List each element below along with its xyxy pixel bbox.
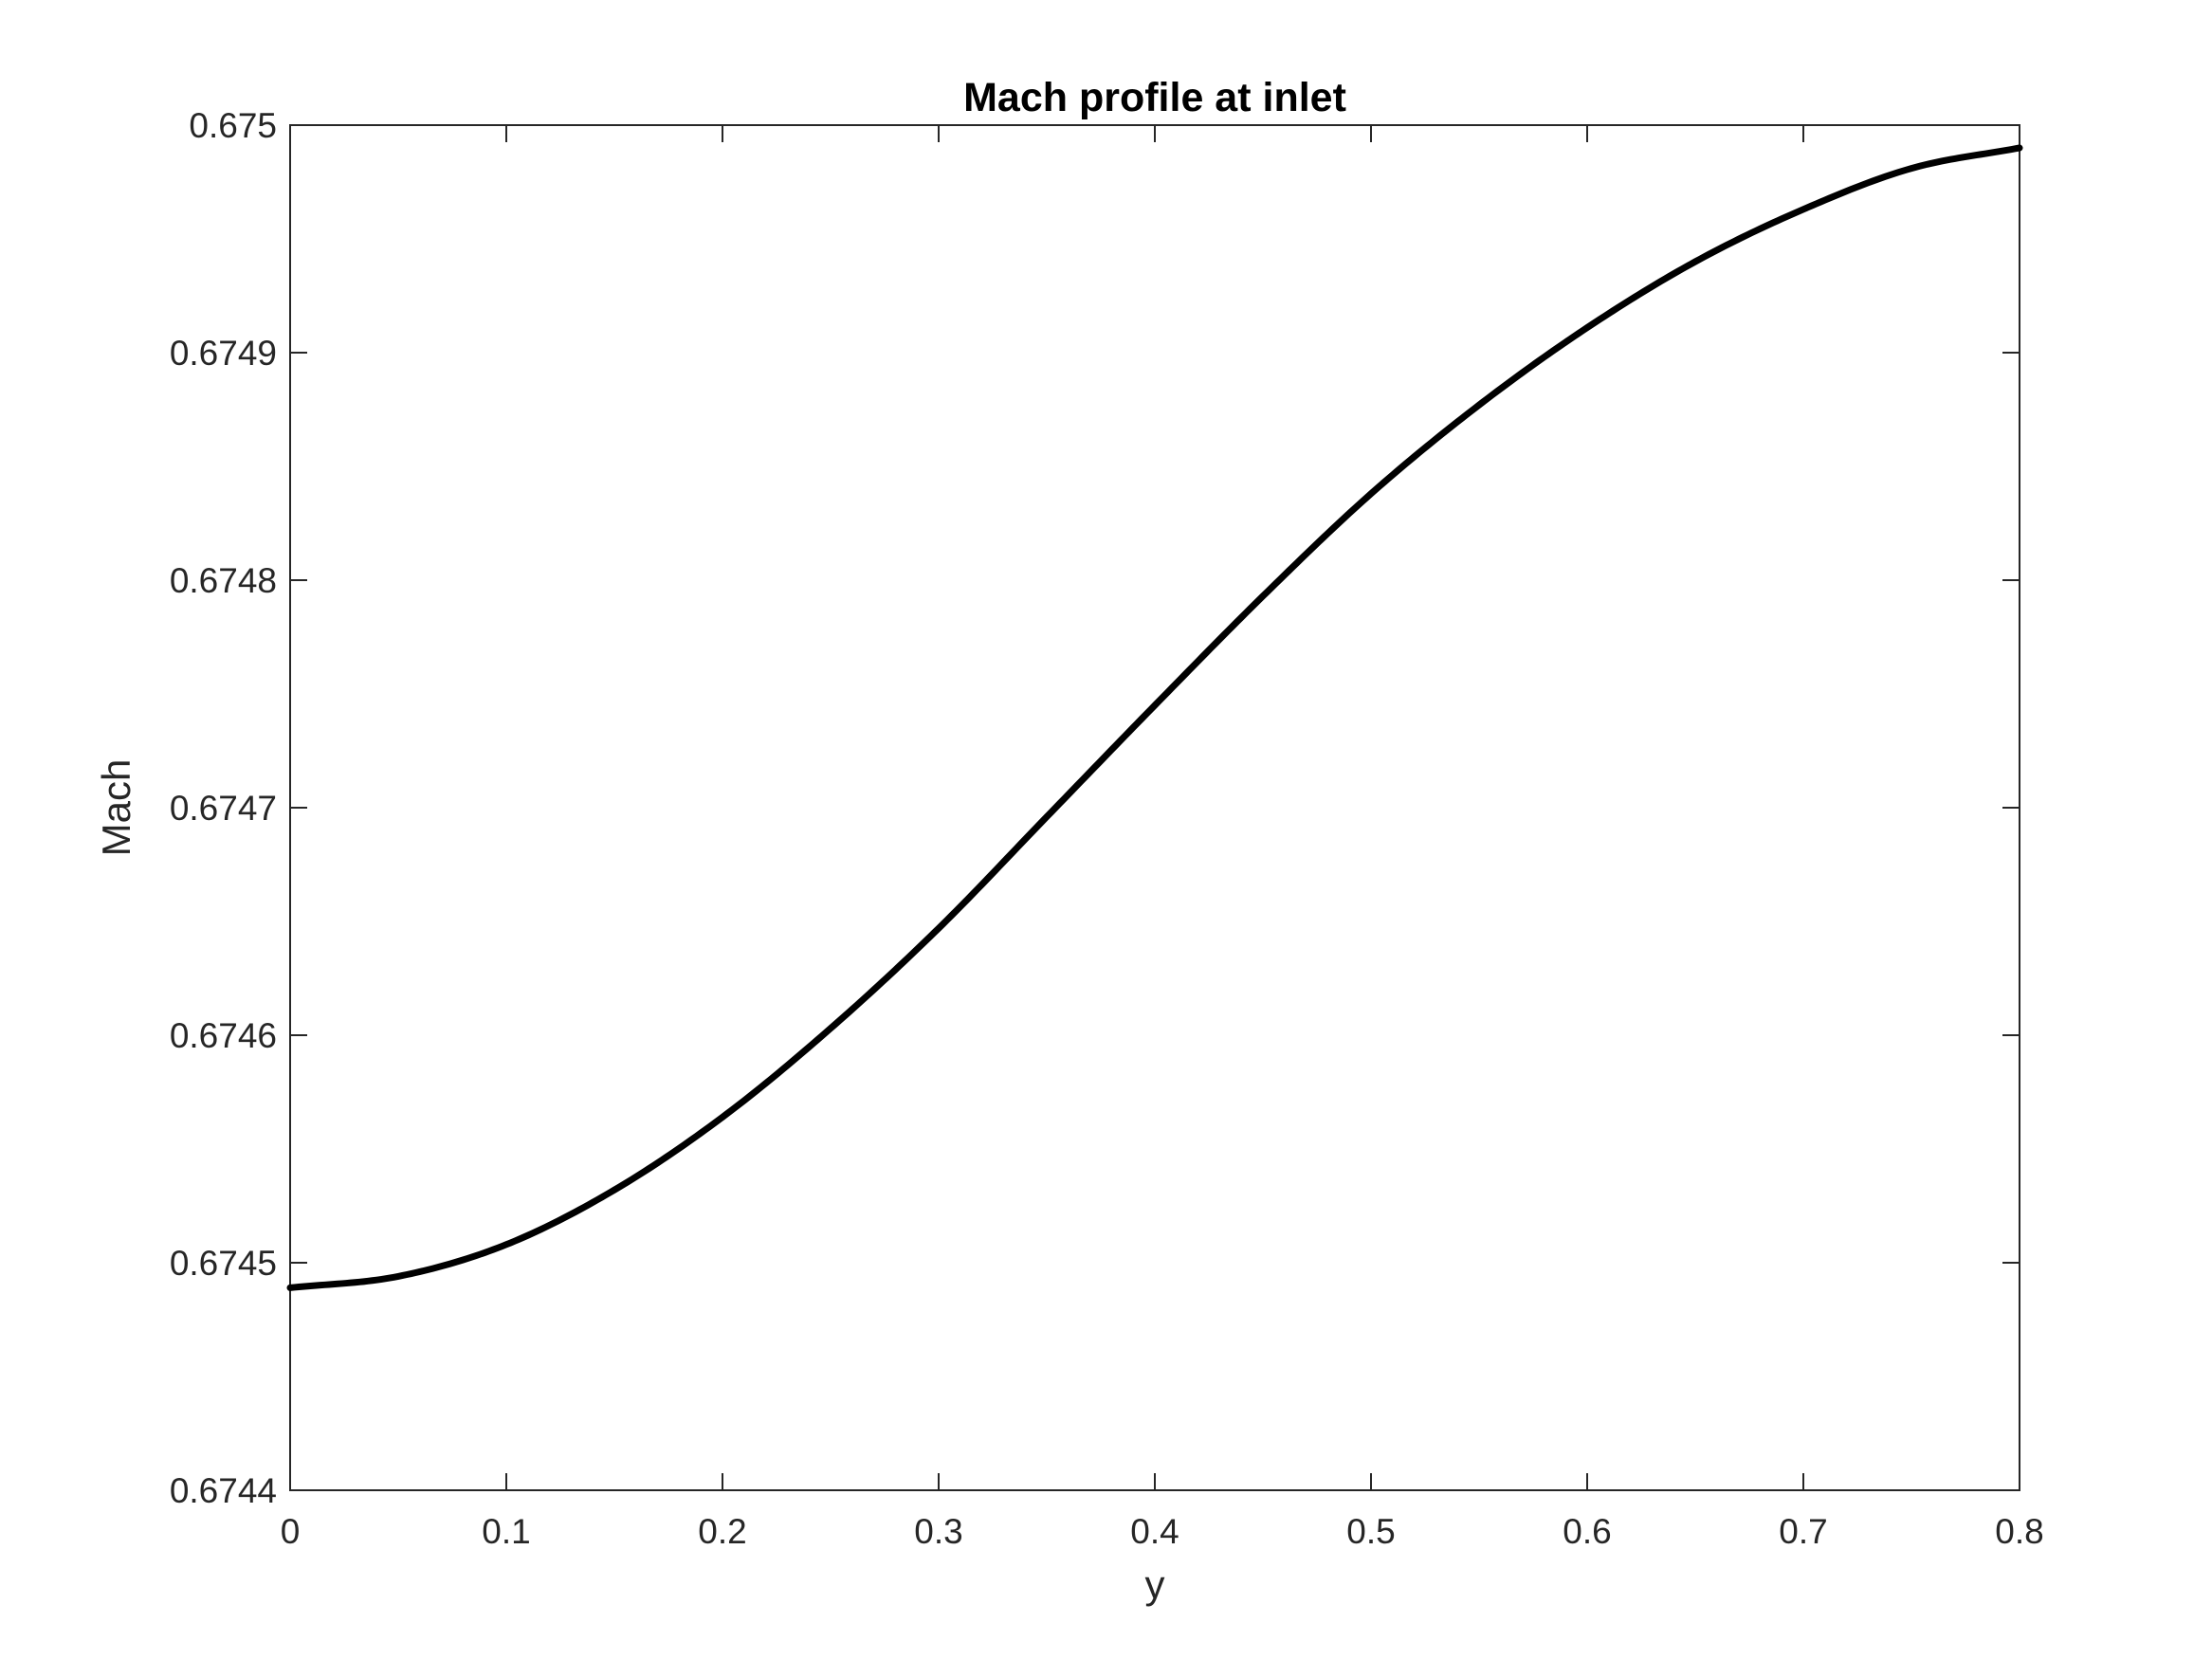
y-tick-label: 0.6749 — [170, 334, 277, 373]
x-tick-label: 0.4 — [1130, 1512, 1179, 1551]
y-axis-ticks: 0.6744 0.6745 0.6746 0.6747 0.6748 0.6749 0.67… — [170, 106, 2020, 1510]
y-tick-label: 0.6745 — [170, 1244, 277, 1283]
x-axis-ticks: 0 0.1 0.2 0.3 0.4 0.5 0.6 0.7 0.8 — [281, 125, 2044, 1551]
y-tick-label: 0.6746 — [170, 1016, 277, 1055]
y-tick-label: 0.6744 — [170, 1471, 277, 1510]
y-tick-label: 0.675 — [189, 106, 277, 145]
x-tick-label: 0.5 — [1346, 1512, 1395, 1551]
x-tick-label: 0.3 — [914, 1512, 962, 1551]
x-axis-title: y — [1145, 1562, 1165, 1607]
plot-area — [289, 124, 2020, 1491]
x-tick-label: 0.2 — [698, 1512, 746, 1551]
y-axis-title: Mach — [94, 759, 138, 857]
chart-title: Mach profile at inlet — [963, 75, 1346, 120]
x-tick-label: 0 — [281, 1512, 301, 1551]
x-tick-label: 0.8 — [1995, 1512, 2043, 1551]
x-tick-label: 0.1 — [482, 1512, 530, 1551]
y-tick-label: 0.6747 — [170, 789, 277, 828]
x-tick-label: 0.6 — [1563, 1512, 1611, 1551]
y-tick-label: 0.6748 — [170, 561, 277, 600]
x-tick-label: 0.7 — [1779, 1512, 1827, 1551]
series-layer — [286, 144, 2023, 1291]
mach-series-line — [286, 144, 2023, 1291]
